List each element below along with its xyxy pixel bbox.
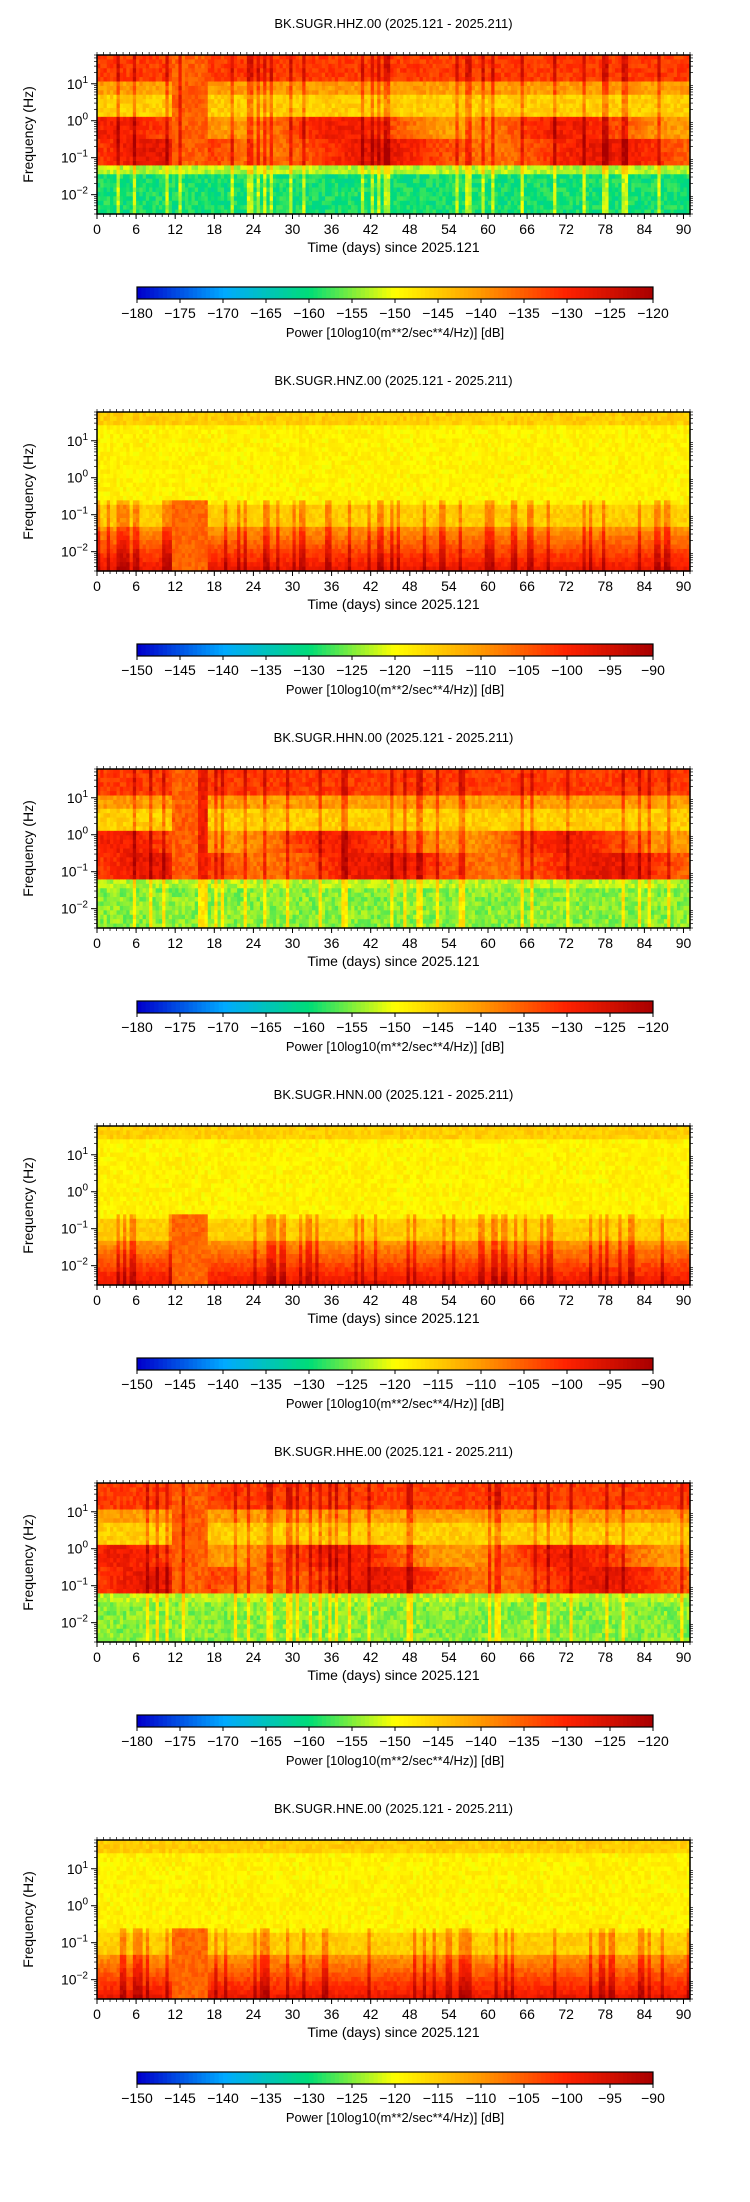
heatmap-cells [97, 55, 691, 215]
spectrogram-figure: BK.SUGR.HHZ.00 (2025.121 - 2025.211)0 6 12… [0, 0, 750, 2197]
spectrogram-panel: BK.SUGR.HHZ.00 (2025.121 - 2025.211)0 6 12… [20, 16, 693, 340]
spectrogram-stack: BK.SUGR.HHZ.00 (2025.121 - 2025.211) 0 6 12… [0, 0, 750, 2197]
chart-title: BK.SUGR.HHZ.00 (2025.121 - 2025.211) [274, 16, 512, 31]
